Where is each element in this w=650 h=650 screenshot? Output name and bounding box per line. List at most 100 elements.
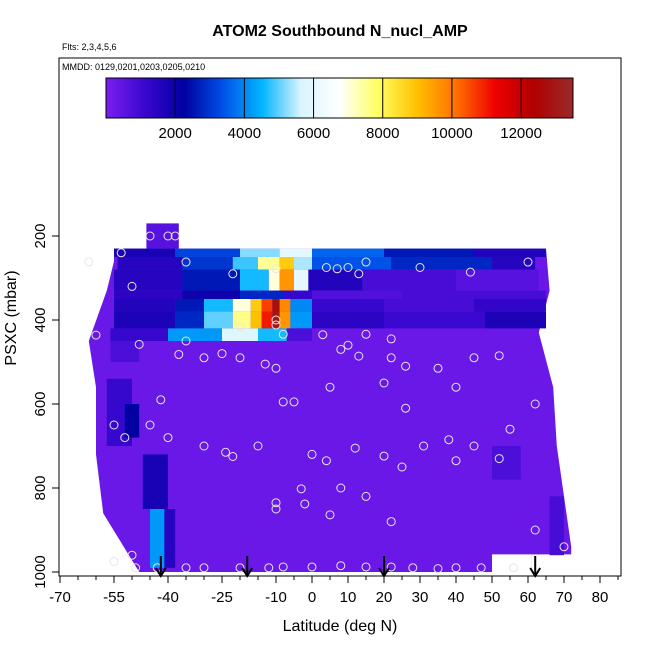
observation-point-60 (444, 435, 454, 445)
heatmap-cell-6 (384, 248, 474, 257)
observation-point-49 (163, 433, 173, 443)
observation-point-81 (199, 563, 209, 573)
observation-point-6 (228, 269, 238, 279)
observation-point-16 (354, 269, 364, 279)
observation-point-56 (350, 443, 360, 453)
observation-point-92 (476, 563, 486, 573)
heatmap-cell-3 (240, 248, 280, 257)
y-tick-label-0: 200 (32, 223, 49, 248)
x-tick-label-13: 80 (592, 589, 609, 606)
heatmap-cell-58 (222, 328, 258, 341)
heatmap-cell-11 (258, 257, 280, 270)
heatmap-cell-63 (124, 404, 140, 438)
observation-point-70 (325, 510, 335, 520)
observation-point-33 (271, 363, 281, 373)
observation-point-12 (271, 264, 281, 274)
observation-point-46 (145, 420, 155, 430)
observation-point-64 (505, 424, 515, 434)
heatmap-cell-34 (204, 299, 233, 312)
observation-point-7 (361, 257, 371, 267)
observation-point-83 (264, 563, 274, 573)
x-tick-label-9: 40 (448, 589, 465, 606)
heatmap-cell-4 (279, 248, 312, 257)
observation-point-62 (469, 441, 479, 451)
observation-point-28 (174, 349, 184, 359)
observation-point-32 (260, 359, 270, 369)
observation-point-75 (530, 525, 540, 535)
observation-point-20 (278, 329, 288, 339)
y-tick-label-4: 1000 (32, 555, 49, 588)
heatmap-cell-42 (384, 299, 474, 312)
heatmap-cell-24 (362, 269, 456, 291)
colorbar-tick-label-5: 12000 (500, 125, 542, 142)
observation-point-91 (451, 563, 461, 573)
x-tick-label-11: 60 (520, 589, 537, 606)
heatmap-cell-49 (261, 311, 273, 329)
heatmap-cell-22 (294, 269, 309, 291)
x-tick-label-2: -40 (157, 589, 179, 606)
observation-point-29 (199, 353, 209, 363)
chart-title: ATOM2 Southbound N_nucl_AMP (212, 23, 468, 40)
y-tick-label-1: 400 (32, 307, 49, 332)
heatmap-cell-38 (272, 299, 280, 312)
heatmap-cell-23 (308, 269, 363, 291)
heatmap-cell-59 (258, 328, 287, 341)
y-axis: 200 400 600 800 1000 (32, 223, 59, 589)
observation-point-72 (271, 504, 281, 514)
heatmap-cell-9 (182, 257, 233, 270)
observation-point-50 (199, 441, 209, 451)
heatmap-cell-20 (268, 269, 280, 291)
colorbar-tick-label-4: 10000 (431, 125, 473, 142)
x-axis-label: Latitude (deg N) (283, 618, 398, 635)
observation-point-55 (321, 456, 331, 466)
observation-point-57 (379, 451, 389, 461)
observation-point-11 (127, 281, 137, 291)
observation-point-87 (361, 562, 371, 572)
heatmap-layer (88, 223, 572, 572)
heatmap-cell-67 (549, 496, 564, 556)
x-tick-label-5: 0 (308, 589, 316, 606)
heatmap-cell-57 (168, 328, 222, 341)
x-tick-label-7: 20 (376, 589, 393, 606)
observation-point-82 (235, 563, 245, 573)
colorbar: 2000 4000 6000 8000 10000 12000 (105, 77, 574, 142)
observation-point-34 (336, 344, 346, 354)
heatmap-cell-64 (142, 454, 168, 509)
observation-point-23 (386, 334, 396, 344)
x-tick-label-8: 30 (412, 589, 429, 606)
x-tick-label-4: -10 (265, 589, 287, 606)
x-tick-label-3: -25 (211, 589, 233, 606)
observation-point-4 (84, 257, 94, 267)
heatmap-cell-55 (484, 311, 546, 329)
x-tick-label-12: 70 (556, 589, 573, 606)
observation-point-94 (181, 563, 191, 573)
observation-point-79 (109, 557, 119, 566)
observation-point-41 (451, 382, 461, 392)
observation-point-84 (278, 562, 288, 572)
observation-point-45 (156, 395, 166, 405)
heatmap-cell-25 (456, 269, 539, 291)
observation-point-66 (289, 397, 299, 407)
observation-point-53 (253, 441, 263, 451)
heatmap-cell-33 (175, 299, 204, 312)
observation-point-67 (296, 484, 306, 494)
observation-point-36 (386, 353, 396, 363)
colorbar-tick-label-3: 8000 (366, 125, 399, 142)
observation-point-76 (559, 542, 569, 552)
heatmap-cell-31 (402, 290, 546, 299)
heatmap-cell-28 (240, 290, 284, 299)
heatmap-cell-46 (204, 311, 233, 329)
y-tick-label-3: 800 (32, 475, 49, 500)
observation-point-59 (419, 441, 429, 451)
observation-point-78 (127, 550, 137, 560)
observation-point-31 (235, 353, 245, 363)
heatmap-cell-39 (279, 299, 291, 312)
observation-point-26 (91, 330, 101, 340)
heatmap-cell-56 (110, 328, 168, 341)
heatmap-cell-8 (117, 257, 183, 270)
heatmap-cell-10 (232, 257, 258, 270)
heatmap-cell-26 (114, 290, 183, 299)
observation-point-77 (401, 403, 411, 413)
observation-point-14 (332, 264, 342, 274)
observation-point-39 (469, 353, 479, 363)
